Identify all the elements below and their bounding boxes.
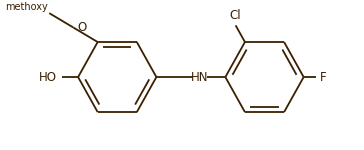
Text: HN: HN xyxy=(190,70,208,84)
Text: F: F xyxy=(320,70,326,84)
Text: Cl: Cl xyxy=(230,9,241,22)
Text: HO: HO xyxy=(39,70,57,84)
Text: O: O xyxy=(77,21,86,34)
Text: methoxy: methoxy xyxy=(5,2,47,12)
